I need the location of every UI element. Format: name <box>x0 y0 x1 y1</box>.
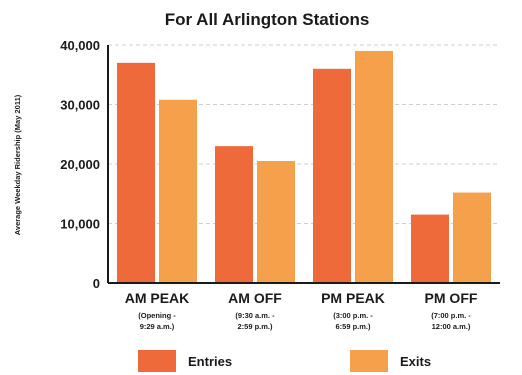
legend: Entries Exits <box>138 350 431 372</box>
y-tick-label: 10,000 <box>60 217 100 232</box>
x-category-sublabel: 6:59 p.m.) <box>335 322 371 331</box>
x-category-sublabel: (Opening - <box>138 311 176 320</box>
legend-label-exits: Exits <box>400 354 431 369</box>
x-category-sublabel: 12:00 a.m.) <box>432 322 471 331</box>
bar-exits-pm-off <box>453 192 491 283</box>
y-tick-label: 30,000 <box>60 98 100 113</box>
y-axis-ticks: 0 10,000 20,000 30,000 40,000 <box>60 38 100 291</box>
y-tick-label: 20,000 <box>60 157 100 172</box>
bar-exits-am-peak <box>159 99 197 284</box>
legend-swatch-exits <box>350 350 388 372</box>
y-tick-label: 40,000 <box>60 38 100 53</box>
x-category-label: AM PEAK <box>125 290 190 306</box>
x-category-sublabel: (9:30 a.m. - <box>235 311 275 320</box>
y-axis-label: Average Weekday Ridership (May 2011) <box>13 94 22 235</box>
bar-entries-am-off <box>215 146 253 283</box>
bars <box>117 50 491 284</box>
legend-label-entries: Entries <box>188 354 232 369</box>
chart-title: For All Arlington Stations <box>165 10 370 29</box>
bar-entries-pm-off <box>411 214 449 283</box>
legend-swatch-entries <box>138 350 176 372</box>
bar-entries-am-peak <box>117 62 155 283</box>
x-category-label: PM PEAK <box>321 290 385 306</box>
x-category-label: PM OFF <box>425 290 478 306</box>
y-tick-label: 0 <box>93 276 100 291</box>
x-category-sublabel: 9:29 a.m.) <box>140 322 175 331</box>
x-category-label: AM OFF <box>228 290 282 306</box>
bar-entries-pm-peak <box>313 68 351 283</box>
bar-exits-pm-peak <box>355 50 393 284</box>
x-axis-categories: AM PEAK (Opening - 9:29 a.m.) AM OFF (9:30 a… <box>125 290 478 331</box>
bar-exits-am-off <box>257 161 295 283</box>
x-category-sublabel: 2:59 p.m.) <box>237 322 273 331</box>
x-category-sublabel: (7:00 p.m. - <box>431 311 471 320</box>
x-category-sublabel: (3:00 p.m. - <box>333 311 373 320</box>
